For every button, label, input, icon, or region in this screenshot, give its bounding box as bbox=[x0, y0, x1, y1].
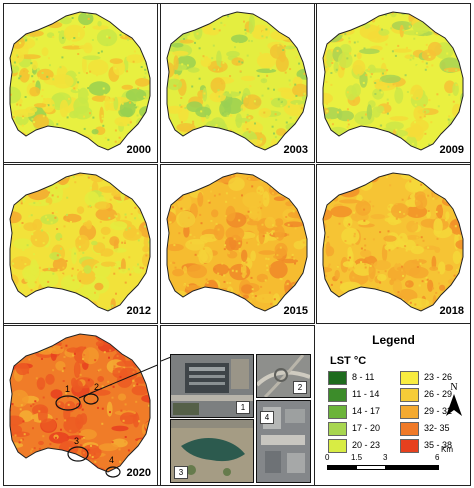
lst-map-panel-2020: 1 2 3 4 2020 bbox=[3, 325, 158, 486]
legend: Legend LST °C 8 - 11 11 - 14 14 - 17 17 - 2… bbox=[318, 327, 469, 483]
map-year-label: 2003 bbox=[283, 144, 308, 156]
study-area-boundary bbox=[322, 11, 464, 151]
legend-swatch bbox=[328, 405, 347, 419]
lst-map-panel-2012: 2012 bbox=[3, 164, 158, 324]
north-arrow-icon: N bbox=[446, 382, 462, 416]
scale-tick-6: 6 bbox=[435, 453, 440, 462]
lst-map-panel-2000: 2000 bbox=[3, 3, 158, 163]
legend-swatch bbox=[400, 388, 419, 402]
lst-map-panel-2009: 2009 bbox=[316, 3, 471, 163]
legend-swatch bbox=[400, 371, 419, 385]
legend-label: 26 - 29 bbox=[424, 389, 453, 399]
north-arrow: N bbox=[444, 380, 464, 424]
legend-swatch bbox=[328, 388, 347, 402]
map-year-label: 2009 bbox=[439, 144, 464, 156]
aerial-image-4: 4 bbox=[256, 400, 311, 483]
aerial-image-number: 3 bbox=[174, 466, 188, 479]
legend-header: LST °C bbox=[330, 355, 367, 367]
lst-map-panel-2018: 2018 bbox=[316, 164, 471, 324]
lst-map-panel-2015: 2015 bbox=[160, 164, 315, 324]
scale-tick-3: 3 bbox=[383, 453, 388, 462]
legend-title: Legend bbox=[372, 333, 415, 347]
study-area-boundary bbox=[9, 11, 151, 151]
legend-swatch bbox=[400, 405, 419, 419]
site-number-3: 3 bbox=[74, 436, 79, 446]
aerial-image-number: 2 bbox=[293, 381, 307, 394]
site-outline-4 bbox=[105, 466, 121, 478]
lst-map bbox=[322, 172, 464, 312]
scale-unit: Km bbox=[441, 445, 453, 454]
legend-swatch bbox=[328, 371, 347, 385]
legend-label: 11 - 14 bbox=[352, 389, 380, 399]
legend-label: 14 - 17 bbox=[352, 406, 381, 416]
legend-label: 23 - 26 bbox=[424, 372, 453, 382]
legend-swatch bbox=[400, 439, 419, 453]
aerial-image-number: 4 bbox=[260, 411, 274, 424]
map-year-label: 2012 bbox=[126, 305, 151, 317]
legend-swatch bbox=[328, 439, 347, 453]
lst-map bbox=[166, 11, 308, 151]
site-outline-2 bbox=[83, 393, 99, 405]
lst-map-panel-2003: 2003 bbox=[160, 3, 315, 163]
map-year-label: 2000 bbox=[126, 144, 151, 156]
legend-label: 8 - 11 bbox=[352, 372, 375, 382]
site-outline-1 bbox=[55, 395, 81, 411]
study-area-boundary bbox=[166, 11, 308, 151]
site-number-2: 2 bbox=[94, 382, 99, 392]
lst-map bbox=[9, 172, 151, 312]
aerial-image-2: 2 bbox=[256, 354, 311, 398]
scale-tick-1-5: 1.5 bbox=[351, 453, 363, 462]
study-area-boundary bbox=[166, 172, 308, 312]
lst-map bbox=[9, 333, 151, 473]
site-outline-3 bbox=[67, 446, 89, 462]
scale-tick-0: 0 bbox=[325, 453, 330, 462]
map-year-label: 2015 bbox=[283, 305, 308, 317]
lst-map bbox=[9, 11, 151, 151]
legend-swatch bbox=[328, 422, 347, 436]
legend-swatch bbox=[400, 422, 419, 436]
aerial-image-3: 3 bbox=[170, 419, 254, 483]
inset-panel: 1 2 3 4 bbox=[160, 325, 315, 486]
legend-label: 32- 35 bbox=[424, 423, 450, 433]
scale-bar-seg bbox=[385, 465, 439, 470]
leader-line bbox=[78, 364, 157, 399]
site-markers: 1 2 3 4 bbox=[55, 364, 157, 478]
aerial-image-1: 1 bbox=[170, 354, 254, 418]
lst-map bbox=[166, 172, 308, 312]
aerial-image-number: 1 bbox=[236, 401, 250, 414]
lst-map bbox=[322, 11, 464, 151]
study-area-boundary bbox=[322, 172, 464, 312]
legend-label: 17 - 20 bbox=[352, 423, 381, 433]
map-year-label: 2020 bbox=[126, 467, 151, 479]
scale-bar-seg bbox=[356, 465, 386, 470]
legend-label: 35 - 38 bbox=[424, 440, 453, 450]
legend-label: 20 - 23 bbox=[352, 440, 381, 450]
study-area-boundary bbox=[9, 333, 151, 473]
north-label: N bbox=[450, 382, 457, 393]
map-year-label: 2018 bbox=[439, 305, 464, 317]
legend-label: 29 - 32 bbox=[424, 406, 453, 416]
study-area-boundary bbox=[9, 172, 151, 312]
site-number-4: 4 bbox=[109, 455, 114, 465]
site-number-1: 1 bbox=[65, 384, 70, 394]
leader-continuation bbox=[161, 356, 172, 362]
scale-bar: 0 1.5 3 6 Km bbox=[325, 445, 453, 485]
scale-bar-seg bbox=[327, 465, 357, 470]
